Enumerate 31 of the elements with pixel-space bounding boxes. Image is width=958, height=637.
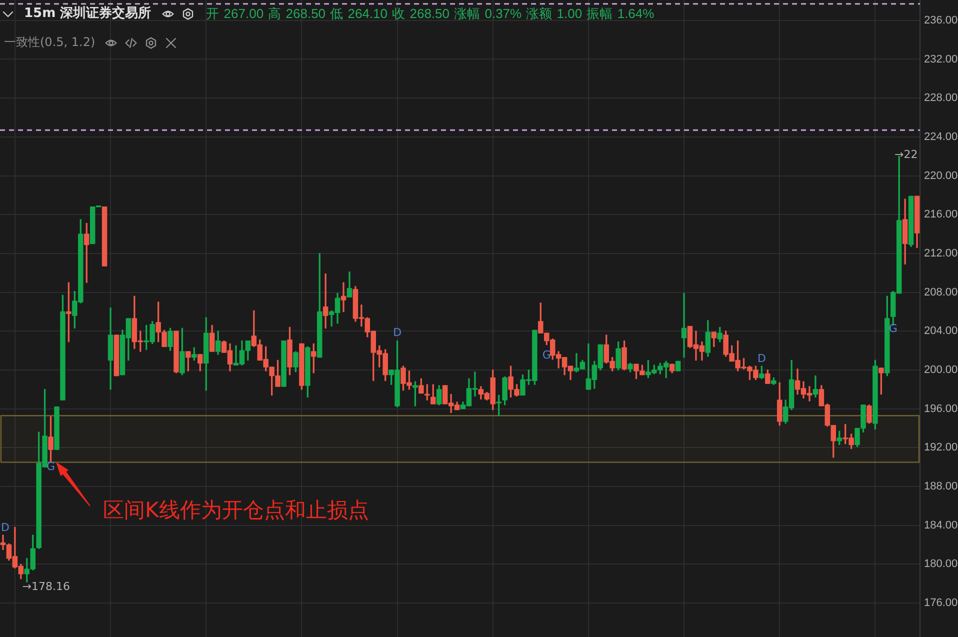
candlestick (340, 282, 346, 312)
annotation: D (1, 520, 10, 534)
annotation: D (757, 352, 766, 366)
y-tick-label: 200.00 (924, 364, 958, 376)
y-tick-label: 176.00 (924, 597, 958, 610)
y-tick-label: 220.00 (924, 170, 958, 182)
annotation: D (393, 326, 402, 339)
annotation: →22 (894, 148, 918, 162)
y-tick-label: 224.00 (924, 130, 958, 143)
candlestick (681, 292, 687, 358)
y-tick-label: 216.00 (924, 208, 958, 221)
y-tick-label: 192.00 (924, 442, 958, 454)
y-tick-label: 196.00 (924, 402, 958, 415)
annotation: →178.16 (22, 580, 70, 593)
annotation: G (888, 322, 898, 336)
y-tick-label: 236.00 (924, 14, 958, 26)
y-tick-label: 232.00 (924, 53, 958, 66)
annotation: G (46, 460, 56, 473)
y-tick-label: 228.00 (924, 92, 958, 104)
y-tick-label: 188.00 (924, 480, 958, 493)
y-tick-label: 204.00 (924, 325, 958, 338)
text: 15m 深圳证券交易所 (24, 6, 152, 21)
y-tick-label: 184.00 (924, 519, 958, 532)
annotation: G (542, 348, 551, 362)
y-tick-label: 212.00 (924, 247, 958, 260)
y-tick-label: 180.00 (924, 558, 958, 570)
annotation: 区间K线作为开仓点和止损点 (103, 498, 369, 522)
annotation: 一致性(0.5, 1.2) (4, 35, 96, 50)
text: 开 267.00 高 268.50 低 264.10 收 268.50 涨幅 0.37% 涨额 1.00 振幅 1.64% (206, 6, 654, 21)
candlestick (812, 375, 818, 398)
y-tick-label: 208.00 (924, 286, 958, 298)
